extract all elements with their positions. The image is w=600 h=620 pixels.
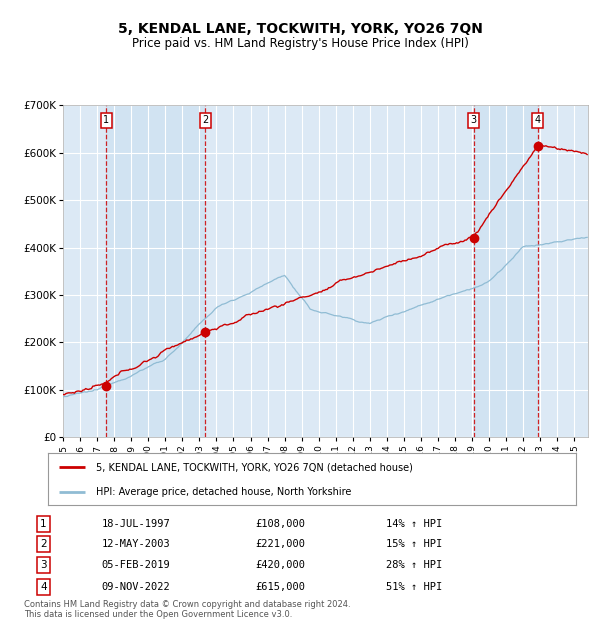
Text: 2: 2 <box>202 115 209 125</box>
Text: 5, KENDAL LANE, TOCKWITH, YORK, YO26 7QN: 5, KENDAL LANE, TOCKWITH, YORK, YO26 7QN <box>118 22 482 36</box>
Text: 05-FEB-2019: 05-FEB-2019 <box>101 560 170 570</box>
Text: 1: 1 <box>103 115 109 125</box>
Text: 18-JUL-1997: 18-JUL-1997 <box>101 519 170 529</box>
Text: 12-MAY-2003: 12-MAY-2003 <box>101 539 170 549</box>
Text: 1: 1 <box>40 519 47 529</box>
Text: HPI: Average price, detached house, North Yorkshire: HPI: Average price, detached house, Nort… <box>95 487 351 497</box>
Text: This data is licensed under the Open Government Licence v3.0.: This data is licensed under the Open Gov… <box>24 610 292 619</box>
Text: 5, KENDAL LANE, TOCKWITH, YORK, YO26 7QN (detached house): 5, KENDAL LANE, TOCKWITH, YORK, YO26 7QN… <box>95 463 412 472</box>
Bar <box>106 105 205 437</box>
Text: £108,000: £108,000 <box>256 519 305 529</box>
Text: 14% ↑ HPI: 14% ↑ HPI <box>386 519 443 529</box>
Text: 3: 3 <box>40 560 47 570</box>
Text: 4: 4 <box>40 582 47 591</box>
Text: Contains HM Land Registry data © Crown copyright and database right 2024.: Contains HM Land Registry data © Crown c… <box>24 600 350 609</box>
Text: 51% ↑ HPI: 51% ↑ HPI <box>386 582 443 591</box>
Text: 28% ↑ HPI: 28% ↑ HPI <box>386 560 443 570</box>
Text: £420,000: £420,000 <box>256 560 305 570</box>
Text: 09-NOV-2022: 09-NOV-2022 <box>101 582 170 591</box>
Text: £221,000: £221,000 <box>256 539 305 549</box>
Text: 3: 3 <box>471 115 477 125</box>
Text: 2: 2 <box>40 539 47 549</box>
Text: £615,000: £615,000 <box>256 582 305 591</box>
Bar <box>474 105 538 437</box>
Text: Price paid vs. HM Land Registry's House Price Index (HPI): Price paid vs. HM Land Registry's House … <box>131 37 469 50</box>
Text: 4: 4 <box>535 115 541 125</box>
Text: 15% ↑ HPI: 15% ↑ HPI <box>386 539 443 549</box>
